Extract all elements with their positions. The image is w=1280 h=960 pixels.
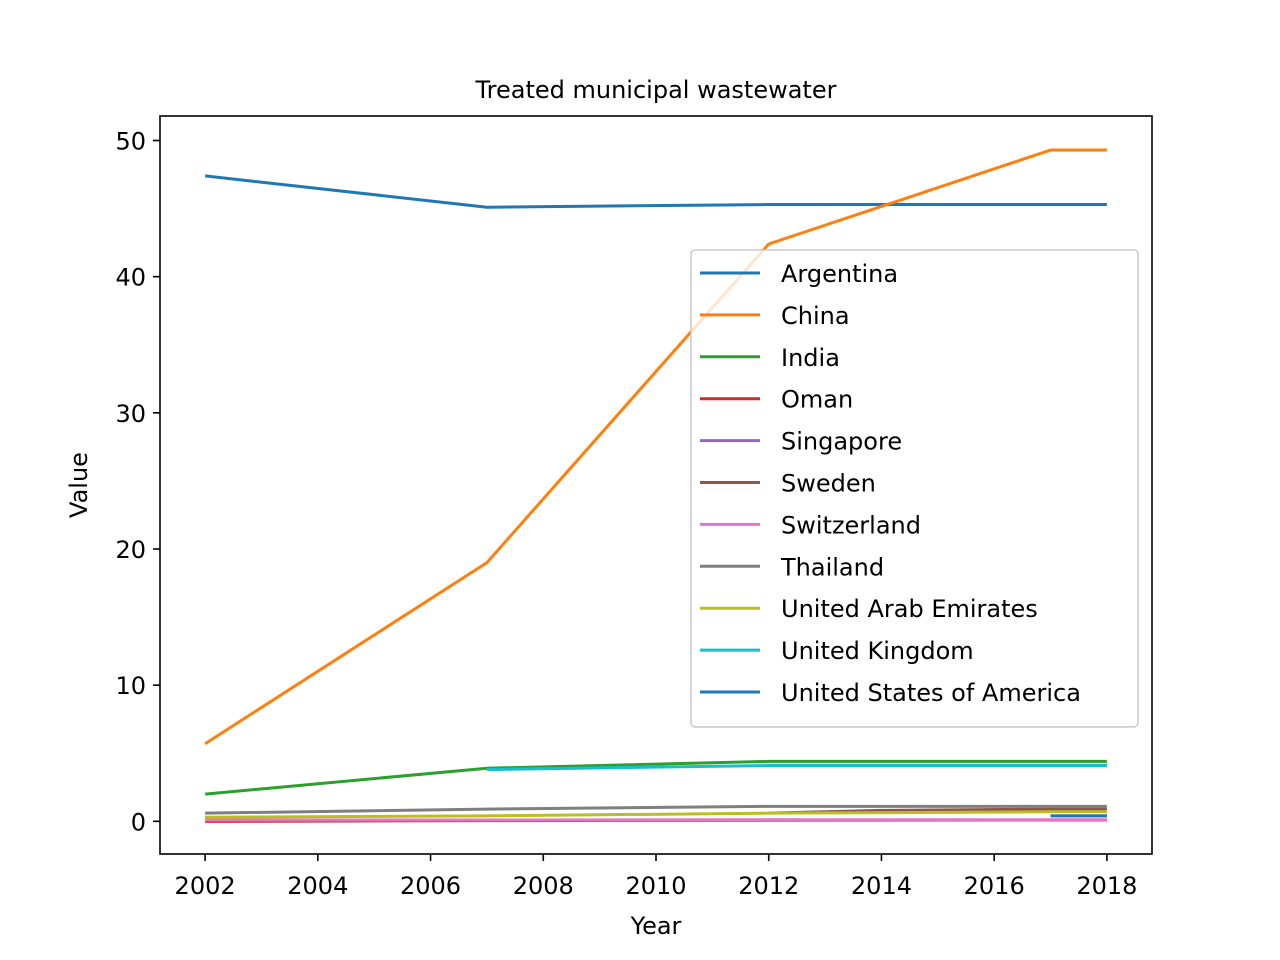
legend-entry: United Kingdom	[700, 637, 974, 665]
x-tick-label: 2010	[625, 872, 686, 900]
x-tick-label: 2012	[738, 872, 799, 900]
legend-label: China	[781, 302, 850, 330]
legend-label: United States of America	[781, 679, 1081, 707]
legend-label: Oman	[781, 386, 853, 414]
y-tick-label: 40	[115, 264, 146, 292]
x-tick-label: 2016	[964, 872, 1025, 900]
legend-label: Argentina	[781, 260, 898, 288]
legend-label: Thailand	[780, 553, 884, 581]
chart-title: Treated municipal wastewater	[475, 76, 837, 104]
legend-label: Switzerland	[781, 511, 921, 539]
x-tick-label: 2006	[400, 872, 461, 900]
x-tick-label: 2002	[175, 872, 236, 900]
series-line-thailand	[205, 804, 1107, 815]
y-tick-label: 0	[131, 808, 146, 836]
series-line-china	[204, 148, 1107, 745]
x-tick-label: 2014	[851, 872, 912, 900]
series-line-united-kingdom	[486, 763, 1107, 772]
legend-entry: United Arab Emirates	[700, 595, 1038, 623]
legend-entry: United States of America	[700, 679, 1081, 707]
y-axis-label: Value	[65, 452, 93, 518]
legend-box	[690, 249, 1139, 728]
x-tick-label: 2004	[287, 872, 348, 900]
y-tick-label: 10	[115, 672, 146, 700]
legend-entry: China	[700, 302, 850, 330]
legend-label: Singapore	[781, 428, 902, 456]
x-tick-label: 2008	[513, 872, 574, 900]
x-axis-label: Year	[630, 912, 682, 940]
legend-label: United Arab Emirates	[781, 595, 1038, 623]
axes-ticks: 2002 2004 2006 2008 2010 2012 2014 2016 2018 0 10 2…	[115, 128, 1137, 900]
x-tick-label: 2018	[1076, 872, 1137, 900]
legend: Argentina China India Oman Singapore Sweden Sw…	[690, 249, 1139, 728]
legend-entry: Argentina	[700, 260, 898, 288]
legend-entry: India	[700, 344, 840, 372]
y-tick-label: 30	[115, 400, 146, 428]
legend-entry: Sweden	[700, 470, 876, 498]
y-tick-label: 50	[115, 128, 146, 156]
legend-label: United Kingdom	[781, 637, 974, 665]
series-line-india	[204, 759, 1107, 796]
legend-label: India	[781, 344, 840, 372]
series-lines	[204, 148, 1107, 823]
legend-label: Sweden	[781, 470, 876, 498]
legend-entry: Thailand	[700, 553, 884, 581]
series-line-argentina	[204, 174, 1107, 209]
y-tick-label: 20	[115, 536, 146, 564]
legend-entry: Singapore	[700, 428, 902, 456]
legend-entry: Oman	[700, 386, 853, 414]
series-line-united-arab-emirates	[205, 810, 1107, 819]
legend-entry: Switzerland	[700, 511, 921, 539]
